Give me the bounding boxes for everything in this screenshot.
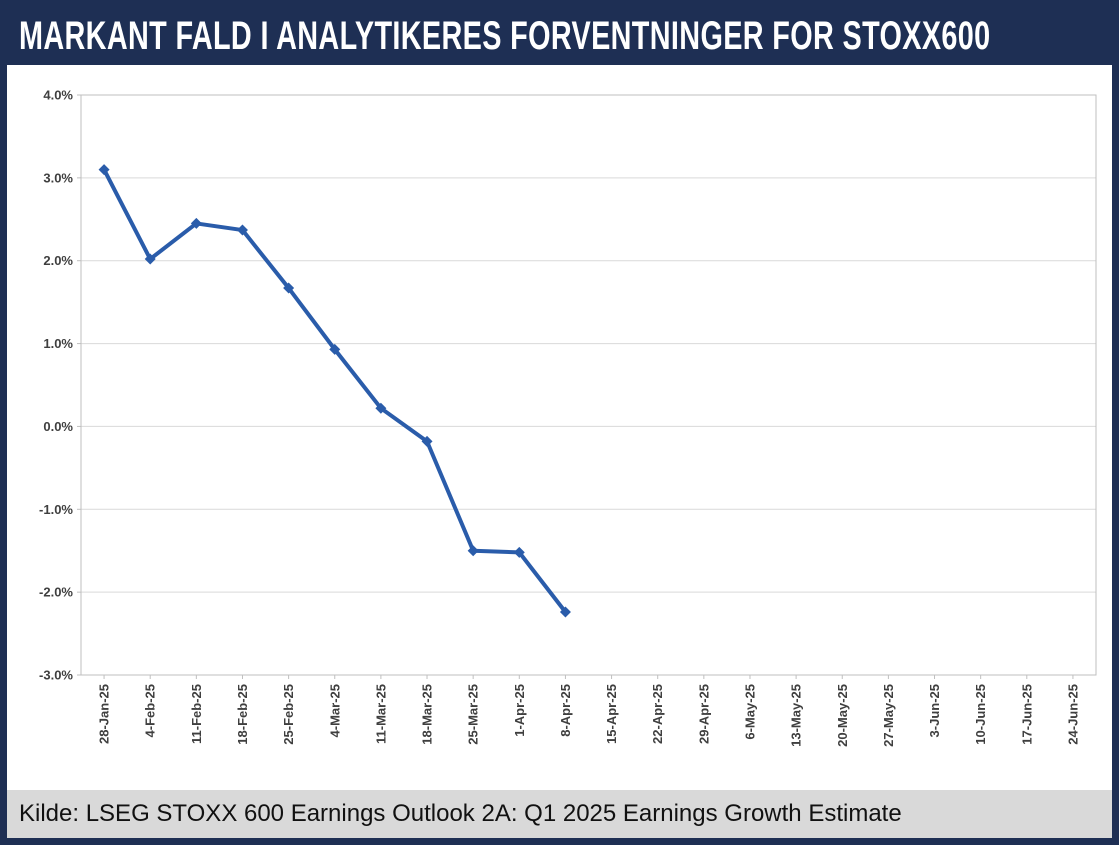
y-axis-label: 4.0% xyxy=(43,88,73,103)
plot-border xyxy=(80,94,1097,676)
line-chart-svg: 4.0% 3.0% 2.0% 1.0% 0.0% -1.0% -2.0% -3.0% 28-Ja… xyxy=(39,88,1097,747)
x-axis-label: 11-Feb-25 xyxy=(189,684,204,744)
x-axis-label: 22-Apr-25 xyxy=(650,684,665,744)
data-point-marker xyxy=(190,217,202,229)
x-axis-label: 20-May-25 xyxy=(835,684,850,747)
x-axis-label: 25-Feb-25 xyxy=(281,684,296,745)
source-text: Kilde: LSEG STOXX 600 Earnings Outlook 2… xyxy=(19,800,902,827)
data-point-marker xyxy=(421,435,433,447)
x-axis-label: 6-May-25 xyxy=(742,684,757,740)
data-point-marker xyxy=(283,282,295,294)
report-header: MARKANT FALD I ANALYTIKERES FORVENTNINGE… xyxy=(7,7,1112,65)
data-point-marker xyxy=(98,164,110,176)
x-axis-label: 29-Apr-25 xyxy=(696,684,711,744)
x-axis-label: 18-Mar-25 xyxy=(420,684,435,745)
chart-area: 4.0% 3.0% 2.0% 1.0% 0.0% -1.0% -2.0% -3.0% 28-Ja… xyxy=(7,65,1112,790)
y-axis-label: 1.0% xyxy=(43,336,73,351)
data-point-marker xyxy=(236,224,248,236)
source-footer: Kilde: LSEG STOXX 600 Earnings Outlook 2… xyxy=(7,790,1112,838)
x-axis-label: 17-Jun-25 xyxy=(1019,684,1034,745)
x-axis-label: 18-Feb-25 xyxy=(235,684,250,745)
x-axis-label: 24-Jun-25 xyxy=(1065,684,1080,745)
x-axis-label: 11-Mar-25 xyxy=(373,684,388,744)
data-point-marker xyxy=(559,606,571,618)
x-axis-label: 15-Apr-25 xyxy=(604,684,619,744)
y-axis-label: 0.0% xyxy=(43,419,73,434)
x-axis-label: 27-May-25 xyxy=(881,684,896,747)
data-line xyxy=(102,167,568,615)
y-axis-label: -3.0% xyxy=(39,668,73,683)
x-axis-label: 4-Mar-25 xyxy=(327,684,342,737)
y-axis-label: -1.0% xyxy=(39,502,73,517)
x-axis-label: 10-Jun-25 xyxy=(973,684,988,745)
y-axis-label: 2.0% xyxy=(43,253,73,268)
x-axis-label: 25-Mar-25 xyxy=(466,684,481,745)
y-axis-label: 3.0% xyxy=(43,170,73,185)
x-axis-label: 13-May-25 xyxy=(789,684,804,747)
y-axis-label: -2.0% xyxy=(39,585,73,600)
x-axis-label: 3-Jun-25 xyxy=(927,684,942,737)
data-point-marker xyxy=(467,545,479,557)
x-axis-label: 4-Feb-25 xyxy=(143,684,158,737)
data-point-marker xyxy=(375,402,387,414)
data-point-marker xyxy=(329,343,341,355)
x-axis-label: 28-Jan-25 xyxy=(97,684,112,744)
page-title: MARKANT FALD I ANALYTIKERES FORVENTNINGE… xyxy=(19,13,991,58)
x-axis-label: 1-Apr-25 xyxy=(512,684,527,737)
data-point-marker xyxy=(513,546,525,558)
x-axis-label: 8-Apr-25 xyxy=(558,684,573,737)
